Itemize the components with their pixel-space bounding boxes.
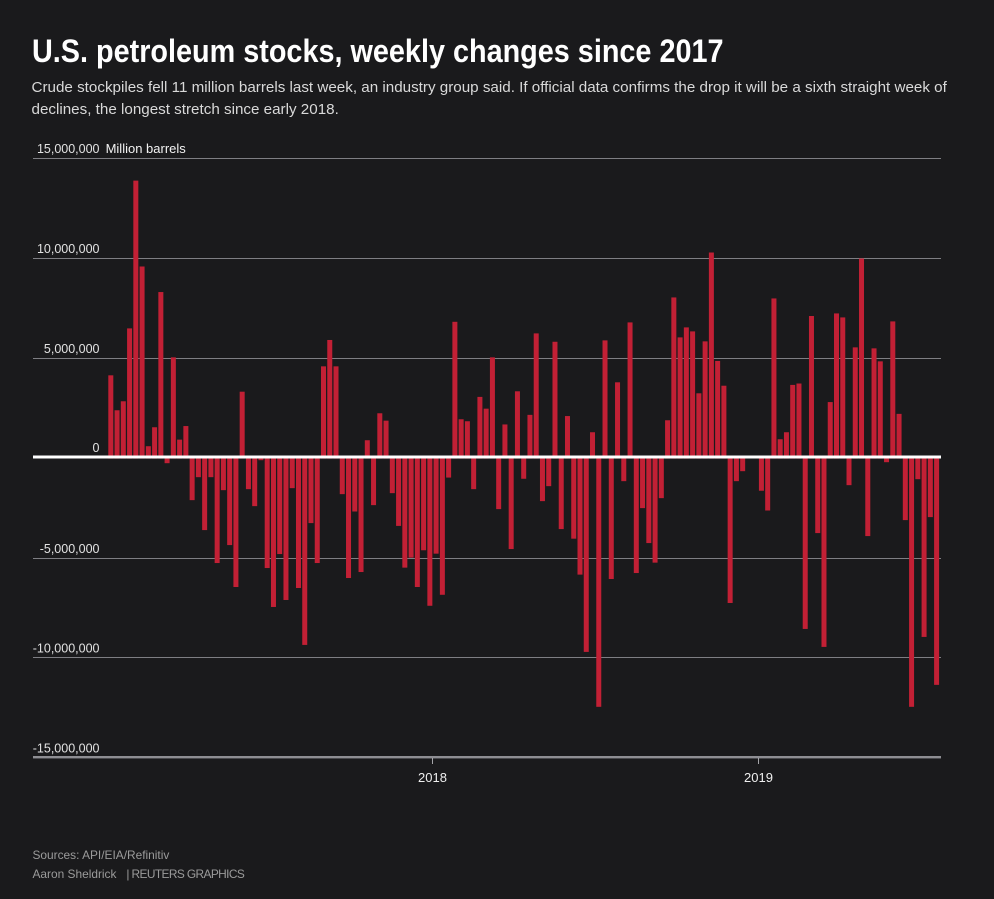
svg-text:-10,000,000: -10,000,000 <box>33 642 100 656</box>
svg-text:2018: 2018 <box>418 770 447 785</box>
svg-text:5,000,000: 5,000,000 <box>44 342 100 356</box>
svg-text:15,000,000: 15,000,000 <box>37 142 100 156</box>
svg-text:-5,000,000: -5,000,000 <box>40 542 100 556</box>
svg-text:10,000,000: 10,000,000 <box>37 242 100 256</box>
svg-text:Million barrels: Million barrels <box>106 141 187 156</box>
svg-text:-15,000,000: -15,000,000 <box>33 742 100 756</box>
svg-text:2019: 2019 <box>744 770 773 785</box>
svg-text:0: 0 <box>93 441 100 455</box>
